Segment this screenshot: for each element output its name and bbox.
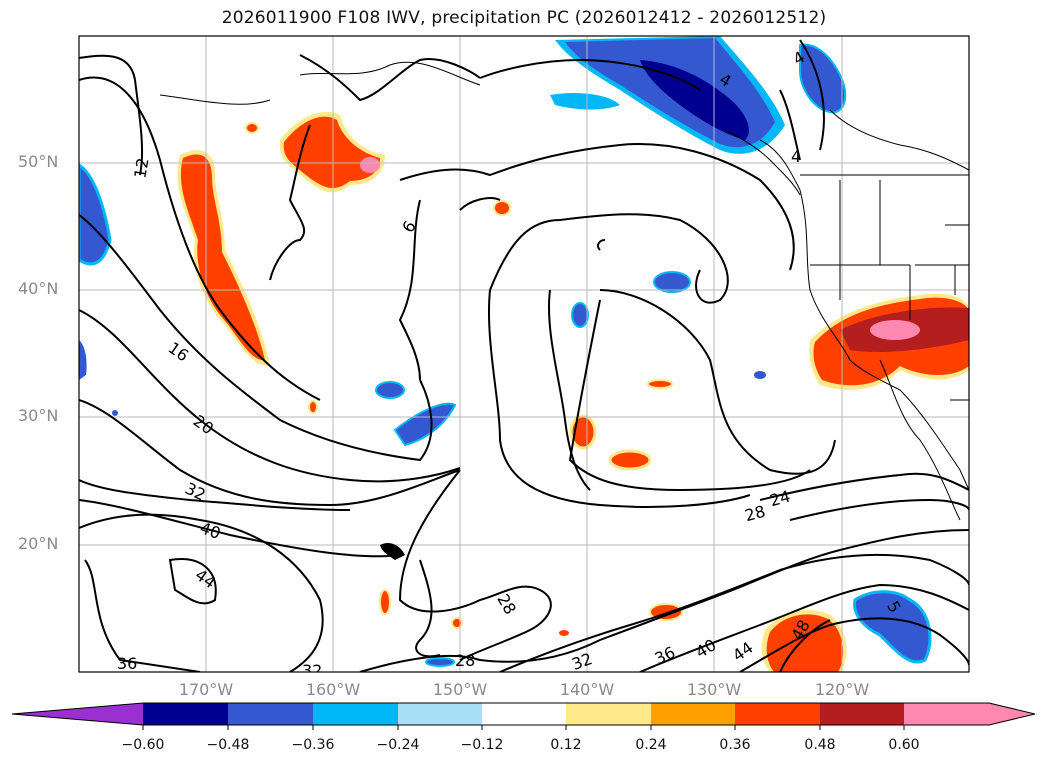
coastlines — [159, 61, 969, 521]
colorbar-segment — [904, 703, 989, 725]
lon-label: 160°W — [305, 680, 361, 699]
colorbar-extend-high — [989, 703, 1035, 725]
colorbar-segment — [398, 703, 482, 725]
contour-label: 12 — [130, 156, 152, 179]
colorbar-tick-label: −0.24 — [376, 737, 420, 753]
contour-label: 24 — [768, 487, 793, 511]
colorbar-tick-label: −0.60 — [121, 737, 165, 753]
precip-positive-areas — [177, 111, 969, 672]
colorbar-tick-label: 0.24 — [635, 737, 667, 753]
lon-label: 150°W — [432, 680, 488, 699]
lon-label: 170°W — [178, 680, 234, 699]
colorbar-segment — [566, 703, 651, 725]
contour-label: 32 — [569, 649, 595, 674]
lat-label: 20°N — [18, 534, 59, 553]
colorbar-segment — [651, 703, 735, 725]
colorbar-tick-label: 0.36 — [719, 737, 751, 753]
lon-label: 130°W — [686, 680, 742, 699]
contour-label: 28 — [743, 502, 768, 526]
lat-label: 50°N — [18, 152, 59, 171]
map-title: 2026011900 F108 IWV, precipitation PC (2… — [221, 8, 827, 28]
contour-label: 36 — [117, 654, 137, 673]
lon-label: 120°W — [814, 680, 870, 699]
lat-label: 40°N — [18, 279, 59, 298]
colorbar-tick-label: 0.48 — [804, 737, 836, 753]
colorbar — [11, 702, 1036, 730]
colorbar-segment — [735, 703, 820, 725]
contour-label: 28 — [455, 651, 475, 670]
lon-label: 140°W — [559, 680, 615, 699]
hawaii-islands — [380, 543, 405, 560]
contour-label: 32 — [302, 661, 322, 680]
map-plot-area: 12 16 20 32 40 44 36 32 6 28 24 28 32 36… — [79, 36, 969, 680]
colorbar-tick-label: 0.12 — [550, 737, 582, 753]
colorbar-segment — [820, 703, 904, 725]
colorbar-tick-label: −0.12 — [460, 737, 504, 753]
colorbar-tick-label: 0.60 — [888, 737, 920, 753]
lat-label: 30°N — [18, 406, 59, 425]
iwv-contours — [79, 39, 969, 672]
colorbar-ticks — [142, 725, 905, 730]
graticule — [79, 36, 969, 672]
colorbar-segment — [143, 703, 228, 725]
colorbar-tick-label: −0.48 — [206, 737, 250, 753]
colorbar-segment — [228, 703, 313, 725]
contour-label: 4 — [791, 147, 801, 166]
map-frame — [78, 35, 970, 673]
precip-negative-areas — [79, 36, 932, 667]
colorbar-extend-low — [12, 703, 143, 725]
colorbar-tick-label: −0.36 — [291, 737, 335, 753]
colorbar-segment — [482, 703, 566, 725]
colorbar-segment — [313, 703, 398, 725]
